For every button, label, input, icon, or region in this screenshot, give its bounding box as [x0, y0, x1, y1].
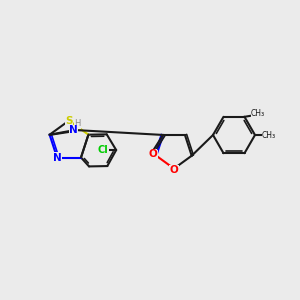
Text: CH₃: CH₃ [251, 109, 265, 118]
Text: Cl: Cl [97, 145, 108, 155]
Text: N: N [69, 125, 78, 135]
Text: H: H [74, 119, 80, 128]
Text: O: O [169, 165, 178, 175]
Text: N: N [149, 151, 158, 161]
Text: S: S [65, 116, 73, 126]
Text: O: O [148, 149, 157, 160]
Text: CH₃: CH₃ [262, 130, 276, 140]
Text: N: N [52, 152, 62, 163]
